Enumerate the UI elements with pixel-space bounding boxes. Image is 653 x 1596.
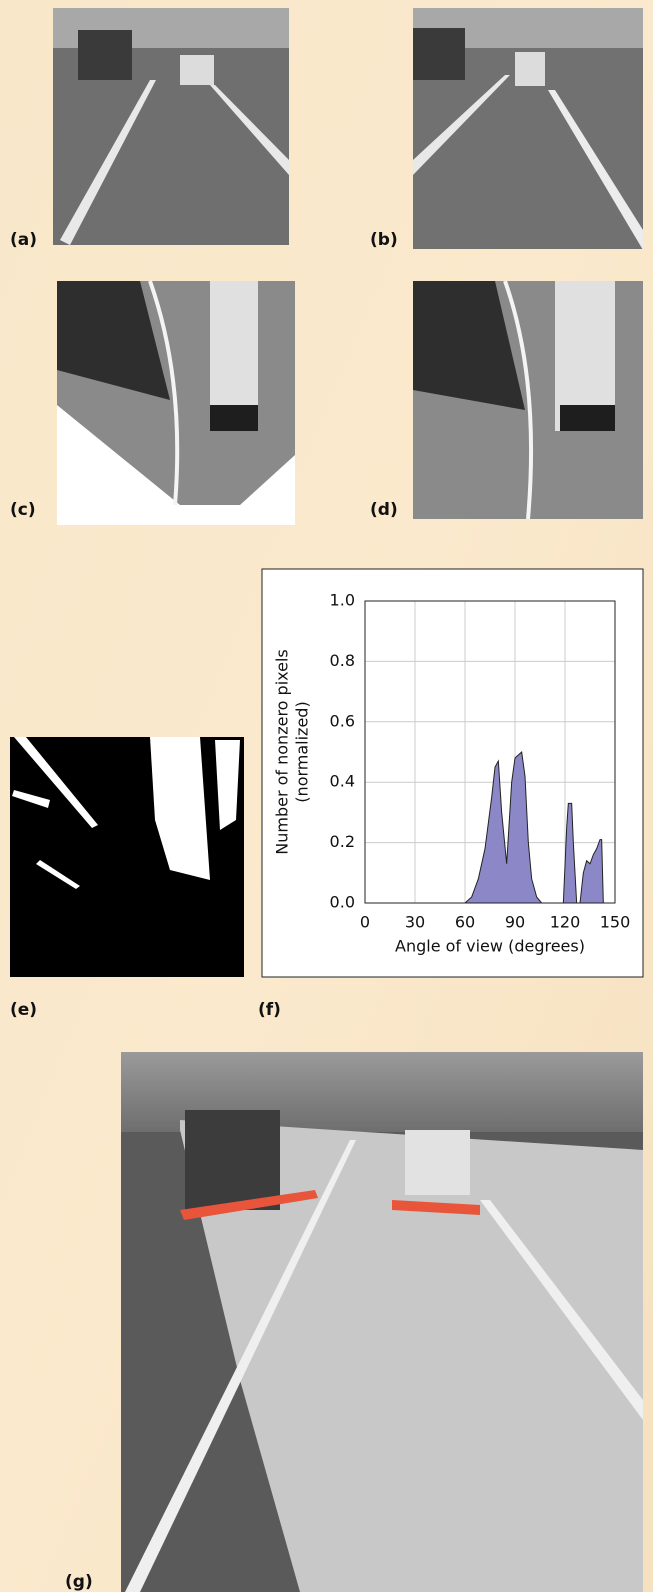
y-tick-label: 0.2 xyxy=(330,832,355,851)
photo-g xyxy=(121,1052,643,1592)
panel-label: (d) xyxy=(370,500,398,520)
x-axis-label: Angle of view (degrees) xyxy=(395,937,585,956)
y-tick-label: 0.4 xyxy=(330,772,355,791)
x-tick-label: 120 xyxy=(550,913,581,932)
y-axis-label: Number of nonzero pixels xyxy=(273,649,292,854)
photo-e xyxy=(10,737,244,977)
panel-label: (b) xyxy=(370,230,398,250)
x-tick-label: 150 xyxy=(600,913,631,932)
photo-d xyxy=(413,281,643,519)
panel-label: (f) xyxy=(258,1000,281,1020)
photo-c xyxy=(57,281,295,525)
x-tick-label: 60 xyxy=(455,913,475,932)
panel-label: (e) xyxy=(10,1000,37,1020)
y-axis-label: (normalized) xyxy=(293,701,312,802)
y-tick-label: 0.0 xyxy=(330,893,355,912)
photo-b xyxy=(413,8,643,250)
y-tick-label: 0.6 xyxy=(330,711,355,730)
panel-label: (c) xyxy=(10,500,36,520)
panel-label: (g) xyxy=(65,1572,93,1592)
x-tick-label: 90 xyxy=(505,913,525,932)
y-tick-label: 0.8 xyxy=(330,651,355,670)
x-tick-label: 30 xyxy=(405,913,425,932)
panel-label: (a) xyxy=(10,230,37,250)
page: 0.0 0.2 0.4 0.6 0.8 1.0 0 30 60 90 120 150 Angle of … xyxy=(0,0,653,1592)
y-tick-label: 1.0 xyxy=(330,591,355,610)
chart-frame xyxy=(262,569,643,977)
x-tick-label: 0 xyxy=(360,913,370,932)
photo-a xyxy=(53,8,289,245)
